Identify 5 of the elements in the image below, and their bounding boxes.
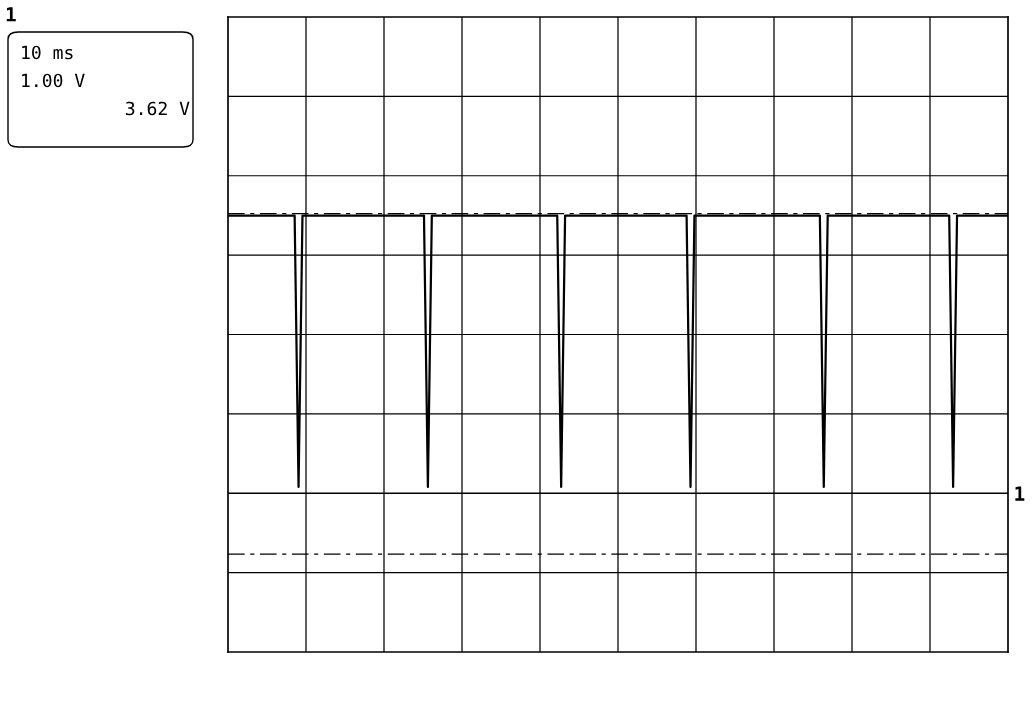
text: 1.00 V <box>22 73 85 88</box>
text: 3.62 V <box>125 101 190 116</box>
text: 10 ms <box>22 45 73 60</box>
text: 1 <box>1015 486 1025 501</box>
text: 1 <box>6 7 16 22</box>
